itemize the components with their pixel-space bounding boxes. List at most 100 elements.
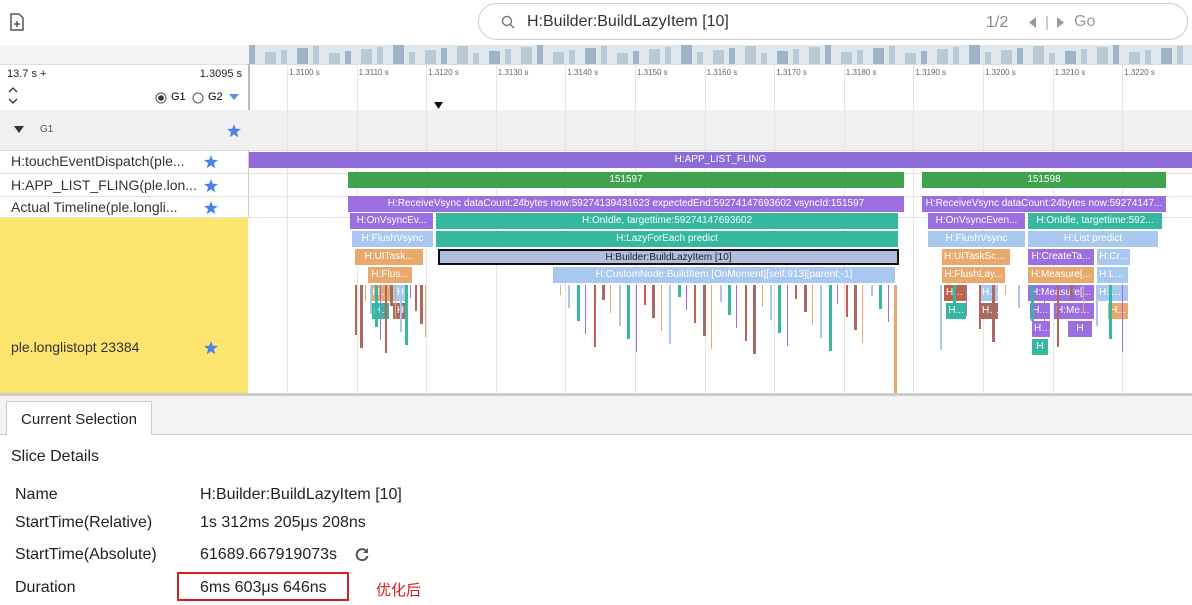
collapse-arrows[interactable] [8,86,18,106]
group-name: G1 [40,124,54,135]
search-go[interactable]: Go [1074,13,1096,30]
mini-slice [652,285,656,318]
detail-label: Duration [15,579,76,596]
cpu-block [649,49,660,64]
track-name: H:APP_LIST_FLING(ple.lon... [11,177,197,193]
slice[interactable]: H:UITask... [355,249,423,265]
group-dropdown[interactable] [229,93,239,101]
mini-slice [644,285,646,305]
slice[interactable]: H:CustomNode:BuildItem [OnMoment][self:9… [553,267,895,283]
search-nav[interactable] [1027,15,1069,31]
radio-g1[interactable] [155,92,167,104]
slice[interactable]: H:Flus... [368,267,412,283]
tick-label: 1.3180 s [845,68,877,77]
cpu-block [553,52,564,64]
slice[interactable]: H:Measure[... [1028,285,1094,301]
search-query[interactable]: H:Builder:BuildLazyItem [10] [527,13,729,30]
group-toggle[interactable] [14,126,24,134]
mini-slice [1109,285,1112,339]
slice[interactable]: H... [980,285,998,301]
track-labels [0,150,249,217]
cpu-block [601,46,607,64]
refresh-icon[interactable] [354,546,370,562]
splitter[interactable] [0,393,1192,396]
slice[interactable]: H... [1032,321,1050,337]
cpu-block [937,49,948,64]
star-icon[interactable] [204,341,218,355]
mini-slice [979,285,981,329]
radio-g2[interactable] [192,92,204,104]
cpu-block [921,51,927,64]
slice[interactable]: H:APP_LIST_FLING [249,152,1192,168]
cpu-block [505,49,511,64]
track-name: Actual Timeline(ple.longli... [11,199,178,215]
slice[interactable]: H [1032,339,1048,355]
star-icon[interactable] [227,124,241,138]
slice[interactable]: H:UITaskSch... [942,249,1010,265]
new-trace-icon[interactable] [8,12,26,32]
slice[interactable]: 151597 [348,172,904,188]
slice[interactable]: H:FlushVsync [352,231,433,247]
cpu-block [537,45,543,64]
tab[interactable]: Current Selection [6,401,152,435]
mini-slice [820,285,823,338]
slice[interactable]: 151598 [922,172,1166,188]
mini-slice [719,285,722,302]
slice[interactable]: H... [1108,303,1128,319]
slice[interactable]: H:FlushVsync [928,231,1025,247]
detail-label: StartTime(Relative) [15,514,153,531]
slice[interactable]: H... [1030,303,1050,319]
radio-g1-label: G1 [171,91,186,103]
cpu-block [985,52,991,64]
mini-slice [845,285,848,317]
mini-slice [385,285,387,353]
tick-label: 1.3130 s [497,68,529,77]
cpu-block [441,48,447,64]
cpu-block [1033,46,1044,64]
star-icon[interactable] [204,179,218,193]
mini-slice [828,285,832,351]
slice[interactable]: H:CreateTa... [1028,249,1094,265]
slice[interactable]: H [1068,321,1092,337]
mini-slice [879,285,883,309]
slice[interactable]: H:ReceiveVsync dataCount:24bytes now:592… [922,196,1166,212]
mini-slice [380,285,381,340]
slice[interactable]: H:List predict [1028,231,1158,247]
star-icon[interactable] [204,155,218,169]
slice[interactable]: H:Builder:BuildLazyItem [10] [438,249,899,265]
cpu-block [313,46,319,64]
mini-slice [405,285,408,345]
slice[interactable]: H... [980,303,998,319]
slice[interactable]: H:La... [1097,285,1128,301]
cpu-block [1001,50,1012,64]
slice[interactable]: H... [946,303,966,319]
slice[interactable]: H:FlushLay... [942,267,1005,283]
mini-slice [355,285,357,335]
slice[interactable]: H:La... [1097,267,1128,283]
slice[interactable]: H:OnVsyncEv... [350,213,433,229]
cpu-block [697,52,703,64]
slice[interactable]: H:Cr... [1097,249,1130,265]
search-icon [501,15,515,29]
slice[interactable]: H:ReceiveVsync dataCount:24bytes now:592… [348,196,904,212]
cpu-block [265,52,276,64]
cpu-block [953,47,959,64]
slice[interactable]: H:OnVsyncEven... [928,213,1025,229]
star-icon[interactable] [204,201,218,215]
slice[interactable]: H:LazyForEach predict [436,231,898,247]
slice[interactable]: H:OnIdle, targettime:592... [1028,213,1162,229]
tick-label: 1.3140 s [567,68,599,77]
tick-label: 1.3120 s [428,68,459,77]
cpu-block [249,45,255,64]
mini-slice [1096,285,1098,326]
mini-slice [370,285,372,314]
mini-slice [677,285,681,297]
group-row: G1 [0,110,1192,151]
cpu-block [873,48,884,64]
slice[interactable]: H:OnIdle, targettime:59274147693602 [436,213,898,229]
cpu-block [521,47,532,64]
slice[interactable]: H:Measure[... [1028,267,1094,283]
slice[interactable]: H:Mea... [1054,303,1094,319]
cpu-block [585,48,596,64]
search-box[interactable]: H:Builder:BuildLazyItem [10] 1/2 Go [478,3,1188,40]
